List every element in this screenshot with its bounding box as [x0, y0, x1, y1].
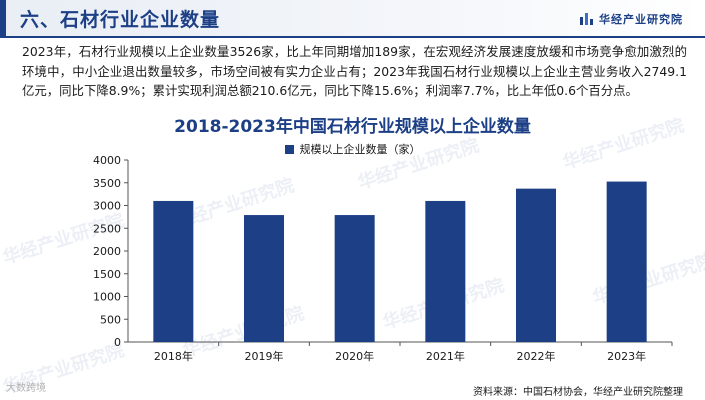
- x-tick-label: 2019年: [245, 349, 284, 363]
- y-tick-label: 2500: [93, 222, 121, 235]
- bar: [244, 215, 284, 342]
- y-tick-label: 3000: [93, 200, 121, 213]
- bar: [153, 200, 194, 342]
- legend-swatch: [284, 144, 294, 154]
- header-accent: [0, 0, 6, 36]
- page-title: 六、石材行业企业数量: [20, 9, 221, 31]
- brand: 华经产业研究院: [580, 11, 683, 27]
- header-bar: 六、石材行业企业数量 华经产业研究院: [0, 0, 705, 36]
- source-note: 资料来源：中国石材协会，华经产业研究院整理: [473, 387, 683, 398]
- x-tick-label: 2020年: [335, 349, 374, 363]
- bar: [425, 200, 466, 342]
- corner-logo: 大数跨境: [6, 383, 46, 394]
- bar: [606, 181, 647, 342]
- bar-chart: 0 500 1000 1500 2000 2500 3000 3500 4000 2018年 201…: [93, 154, 673, 363]
- brand-name: 华经产业研究院: [599, 13, 683, 26]
- x-tick-label: 2023年: [607, 349, 646, 363]
- y-tick-label: 500: [100, 313, 121, 326]
- x-tick-label: 2021年: [426, 349, 465, 363]
- header-divider: [0, 36, 705, 38]
- legend-label: 规模以上企业数量（家）: [299, 143, 421, 156]
- chart-legend: 规模以上企业数量（家）: [0, 141, 705, 157]
- y-tick-label: 2000: [93, 245, 121, 258]
- brand-logo-icon: [580, 13, 593, 25]
- y-tick-label: 1000: [93, 291, 121, 304]
- chart-title: 2018-2023年中国石材行业规模以上企业数量: [174, 117, 531, 137]
- y-tick-label: 4000: [93, 154, 121, 167]
- y-tick-label: 1500: [93, 268, 121, 281]
- y-tick-label: 3500: [93, 177, 121, 190]
- bar: [334, 215, 375, 342]
- x-tick-label: 2022年: [517, 349, 556, 363]
- x-tick-label: 2018年: [154, 349, 193, 363]
- bar: [516, 188, 556, 342]
- y-tick-label: 0: [114, 336, 121, 349]
- summary-paragraph: 2023年，石材行业规模以上企业数量3526家，比上年同期增加189家，在宏观经…: [22, 44, 687, 98]
